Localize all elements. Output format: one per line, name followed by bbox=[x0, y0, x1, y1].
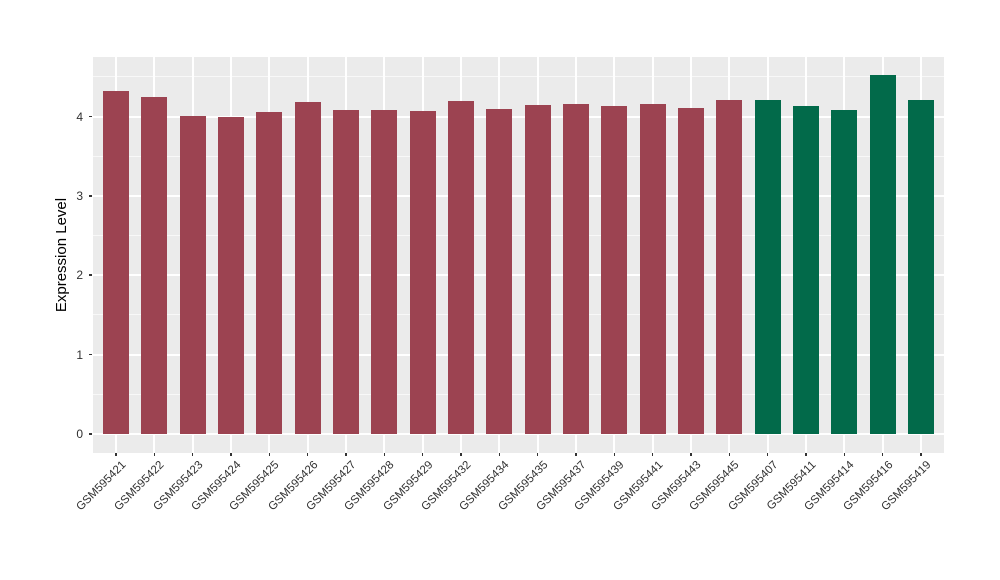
x-tick-mark-GSM595416 bbox=[881, 453, 884, 456]
y-tick-mark-2 bbox=[89, 274, 92, 276]
gridline-minor-y4.5 bbox=[93, 76, 944, 78]
bar-GSM595425 bbox=[256, 111, 283, 434]
x-tick-mark-GSM595429 bbox=[421, 453, 424, 456]
x-tick-mark-GSM595445 bbox=[728, 453, 731, 456]
gridline-major-y2 bbox=[93, 274, 944, 277]
x-tick-mark-GSM595424 bbox=[230, 453, 232, 456]
gridline-minor-y2.5 bbox=[93, 235, 944, 237]
x-tick-mark-GSM595411 bbox=[805, 453, 807, 456]
bar-GSM595445 bbox=[716, 99, 743, 434]
x-tick-mark-GSM595423 bbox=[191, 453, 194, 456]
bar-GSM595437 bbox=[563, 103, 589, 434]
y-tick-mark-3 bbox=[89, 195, 92, 197]
y-tick-label-4: 4 bbox=[76, 109, 83, 124]
bar-GSM595429 bbox=[409, 110, 436, 434]
gridline-minor-y1.5 bbox=[93, 314, 944, 316]
y-tick-label-0: 0 bbox=[76, 426, 83, 441]
x-tick-mark-GSM595441 bbox=[651, 453, 654, 456]
bar-GSM595441 bbox=[639, 103, 666, 434]
bar-GSM595423 bbox=[179, 115, 206, 434]
y-tick-mark-0 bbox=[89, 433, 92, 435]
gridline-minor-y3.5 bbox=[93, 155, 944, 157]
x-tick-mark-GSM595414 bbox=[843, 453, 846, 456]
gridline-major-y3 bbox=[93, 194, 944, 197]
bar-GSM595416 bbox=[869, 75, 896, 434]
bar-GSM595426 bbox=[294, 102, 321, 434]
bar-GSM595428 bbox=[371, 110, 398, 434]
gridline-major-y4 bbox=[93, 115, 944, 118]
gridline-major-y0 bbox=[93, 432, 944, 435]
x-tick-mark-GSM595437 bbox=[575, 453, 577, 456]
x-tick-mark-GSM595427 bbox=[345, 453, 347, 456]
bar-GSM595434 bbox=[486, 108, 513, 434]
x-tick-mark-GSM595443 bbox=[690, 453, 692, 456]
bar-GSM595439 bbox=[601, 106, 628, 434]
y-tick-label-2: 2 bbox=[76, 268, 83, 283]
plot-panel bbox=[93, 57, 944, 453]
bar-GSM595435 bbox=[524, 104, 551, 434]
bar-GSM595443 bbox=[678, 107, 704, 434]
x-tick-mark-GSM595426 bbox=[306, 453, 309, 456]
x-tick-mark-GSM595421 bbox=[115, 453, 117, 456]
bar-GSM595407 bbox=[754, 99, 781, 434]
gridline-major-y1 bbox=[93, 353, 944, 356]
x-tick-mark-GSM595425 bbox=[268, 453, 271, 456]
x-tick-mark-GSM595432 bbox=[460, 453, 462, 456]
bar-GSM595427 bbox=[333, 110, 359, 434]
bar-GSM595414 bbox=[831, 110, 858, 434]
bar-GSM595422 bbox=[141, 96, 168, 434]
bar-GSM595411 bbox=[793, 106, 819, 434]
y-tick-mark-4 bbox=[89, 115, 92, 118]
gridline-minor-y0.5 bbox=[93, 393, 944, 395]
x-tick-mark-GSM595435 bbox=[536, 453, 539, 456]
x-tick-mark-GSM595439 bbox=[613, 453, 616, 456]
bar-GSM595421 bbox=[103, 91, 129, 434]
x-tick-mark-GSM595419 bbox=[920, 453, 922, 456]
x-tick-mark-GSM595422 bbox=[153, 453, 156, 456]
x-tick-mark-GSM595428 bbox=[383, 453, 386, 456]
y-tick-label-3: 3 bbox=[76, 188, 83, 203]
y-tick-mark-1 bbox=[89, 353, 92, 356]
x-tick-mark-GSM595407 bbox=[766, 453, 769, 456]
bar-GSM595432 bbox=[448, 101, 474, 434]
bar-GSM595424 bbox=[218, 116, 244, 434]
x-tick-mark-GSM595434 bbox=[498, 453, 501, 456]
bar-GSM595419 bbox=[908, 99, 934, 434]
y-tick-label-1: 1 bbox=[76, 347, 83, 362]
